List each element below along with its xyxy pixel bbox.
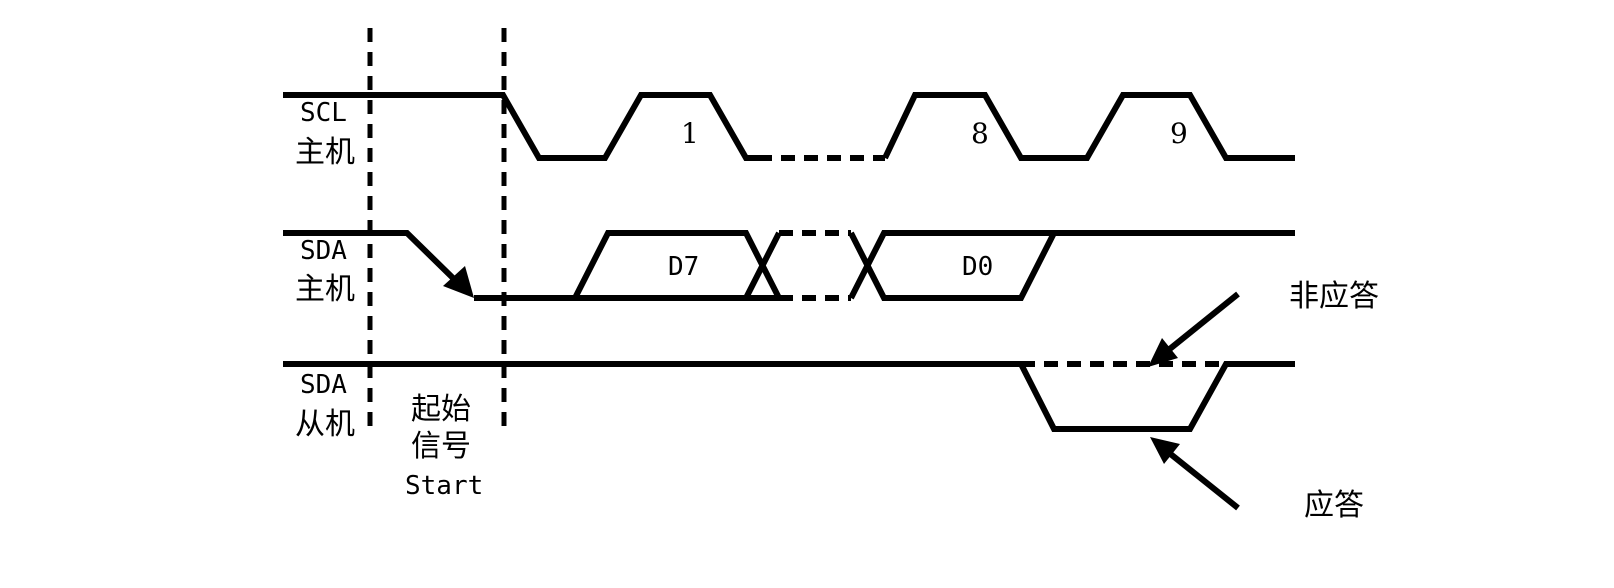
scl-solid-right	[882, 92, 1295, 161]
nack-arrow-shaft	[1164, 291, 1240, 355]
ack-arrow-shaft	[1166, 449, 1240, 511]
scl-label: SCL	[300, 98, 347, 128]
start-label-line2: 信号	[411, 429, 471, 464]
sda-master-start-fall	[283, 230, 458, 283]
nack-arrow	[1148, 291, 1240, 367]
nack-label: 非应答	[1289, 279, 1379, 314]
ack-arrow	[1150, 437, 1240, 511]
clock-number-9: 9	[1170, 117, 1188, 150]
data-bit-d0: D0	[962, 252, 993, 282]
nack-arrow-head	[1148, 338, 1178, 367]
sda-d7-edge-low	[575, 231, 782, 301]
scl-solid-left	[283, 92, 758, 161]
sda-master-label: SDA	[300, 236, 347, 266]
sda-d0-edge-b	[848, 230, 1295, 300]
data-bit-d7: D7	[668, 252, 699, 282]
sda-slave-waveform	[283, 361, 1295, 432]
sda-slave-role-label: 从机	[295, 407, 355, 442]
sda-start-arrowhead	[443, 266, 474, 298]
clock-number-8: 8	[971, 117, 989, 150]
clock-number-1: 1	[681, 117, 699, 150]
sda-slave-label: SDA	[300, 370, 347, 400]
scl-role-label: 主机	[295, 135, 355, 170]
sda-master-role-label: 主机	[295, 272, 355, 307]
sda-master-waveform	[283, 230, 1295, 301]
ack-arrow-head	[1150, 437, 1180, 464]
ack-label: 应答	[1304, 488, 1364, 523]
sda-slave-ack-pulse	[1018, 361, 1295, 432]
start-label-line3: Start	[405, 471, 483, 501]
start-label-line1: 起始	[411, 392, 471, 427]
scl-waveform	[283, 92, 1295, 161]
